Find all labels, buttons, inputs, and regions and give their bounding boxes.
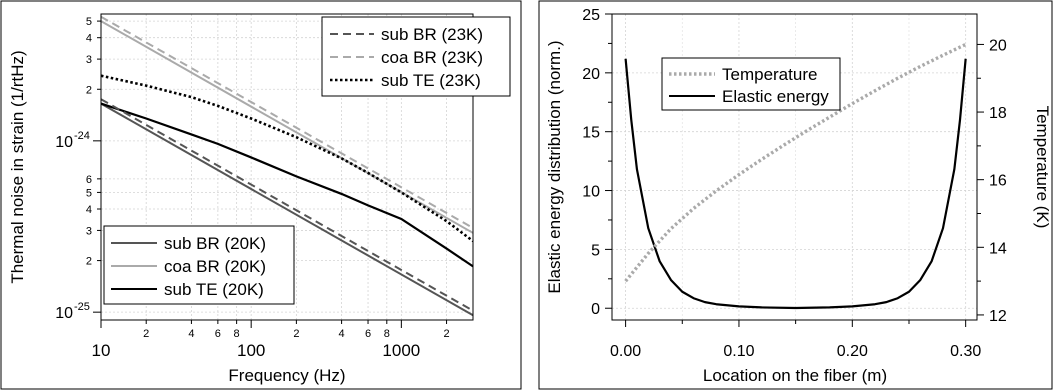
y-tick-label: 15: [582, 125, 600, 142]
legend-box: [661, 57, 841, 111]
x-tick-label: 10: [92, 341, 111, 360]
x-tick-label: 1000: [382, 341, 420, 360]
series-line: [100, 15, 474, 229]
x-tick-minor-label: 2: [293, 328, 299, 340]
y-tick-label: 25: [582, 7, 600, 24]
x-tick-minor-label: 2: [143, 328, 149, 340]
plot-area-frame: [611, 13, 978, 321]
y-tick-label: 10: [55, 305, 73, 322]
legend-label: coa BR (20K): [164, 257, 266, 276]
panel-frame: [538, 0, 1053, 390]
right-chart-panel: 0.00 0.10 0.20 0.30 0 5 10 15 20 25 12 14 16 18 20 Loc…: [538, 0, 1053, 390]
x-tick-minor-label: 8: [384, 328, 390, 340]
legend-label: sub BR (20K): [164, 234, 266, 253]
x-tick-label: 0.20: [837, 343, 868, 360]
series-line: [100, 102, 474, 268]
y2-tick-label: 20: [989, 37, 1007, 54]
x-tick-label: 0.30: [950, 343, 981, 360]
y-tick-label-exponent: -24: [74, 130, 90, 142]
x-tick-minor-label: 6: [215, 328, 221, 340]
x-tick-minor-label: 8: [234, 328, 240, 340]
y2-tick-label: 16: [989, 173, 1007, 190]
y-tick-minor-label: 4: [86, 204, 92, 216]
legend-label: sub BR (23K): [381, 25, 483, 44]
series-line: [100, 20, 474, 234]
y-tick-label: 10: [582, 184, 600, 201]
y-tick-minor-label: 5: [86, 187, 92, 199]
y2-tick-label: 14: [989, 240, 1007, 257]
y2-axis-label: Temperature (K): [1033, 106, 1052, 229]
y-tick-minor-label: 6: [86, 174, 92, 186]
legend-label: sub TE (20K): [164, 280, 264, 299]
y-tick-minor-label: 4: [86, 33, 92, 45]
y-axis-label: Elastic energy distribution (norm.): [545, 40, 564, 293]
x-tick-minor-label: 2: [443, 328, 449, 340]
left-chart-panel: 10 100 1000 2 4 6 8 2 4 6 8 2 10 -25 10 -24 2 3 4 5 6 2 3 4 5 Fr…: [0, 0, 522, 390]
x-axis-label: Location on the fiber (m): [703, 366, 887, 385]
legend: Temperature Elastic energy: [661, 57, 841, 111]
series-line: [100, 74, 474, 243]
y-axis-label: Thermal noise in strain (1/rtHz): [8, 50, 27, 283]
legend-label: sub TE (23K): [381, 71, 481, 90]
y-tick-label: 10: [55, 134, 73, 151]
x-tick-label: 0.00: [610, 343, 641, 360]
y-tick-minor-label: 5: [86, 16, 92, 28]
legend-label: Temperature: [722, 65, 817, 84]
y-tick-minor-label: 2: [86, 84, 92, 96]
y-tick-minor-label: 2: [86, 256, 92, 268]
x-tick-label: 100: [237, 341, 265, 360]
legend-20k: sub BR (20K) coa BR (20K) sub TE (20K): [103, 225, 295, 305]
legend-23k-box: [321, 16, 511, 97]
legend-label: coa BR (23K): [381, 48, 483, 67]
y-tick-label: 0: [591, 301, 600, 318]
x-tick-label: 0.10: [723, 343, 754, 360]
x-tick-minor-label: 4: [339, 328, 345, 340]
x-tick-minor-label: 6: [365, 328, 371, 340]
series-line: [100, 102, 474, 317]
x-axis-label: Frequency (Hz): [228, 366, 345, 385]
legend-label: Elastic energy: [722, 87, 829, 106]
series-line: [100, 98, 474, 312]
panel-frame: [0, 0, 522, 390]
elastic-energy-chart: 0.00 0.10 0.20 0.30 0 5 10 15 20 25 12 14 16 18 20 Loc…: [538, 0, 1053, 390]
y-tick-minor-label: 3: [86, 225, 92, 237]
y2-tick-label: 12: [989, 308, 1007, 325]
y2-tick-label: 18: [989, 105, 1007, 122]
series-line: [624, 58, 967, 310]
plot-area-frame: [100, 13, 474, 321]
y-tick-label: 5: [591, 242, 600, 259]
y-tick-label: 20: [582, 66, 600, 83]
x-tick-minor-label: 4: [188, 328, 194, 340]
legend-23k: sub BR (23K) coa BR (23K) sub TE (23K): [321, 16, 511, 97]
y-tick-minor-label: 3: [86, 54, 92, 66]
y-tick-label-exponent: -25: [74, 301, 90, 313]
